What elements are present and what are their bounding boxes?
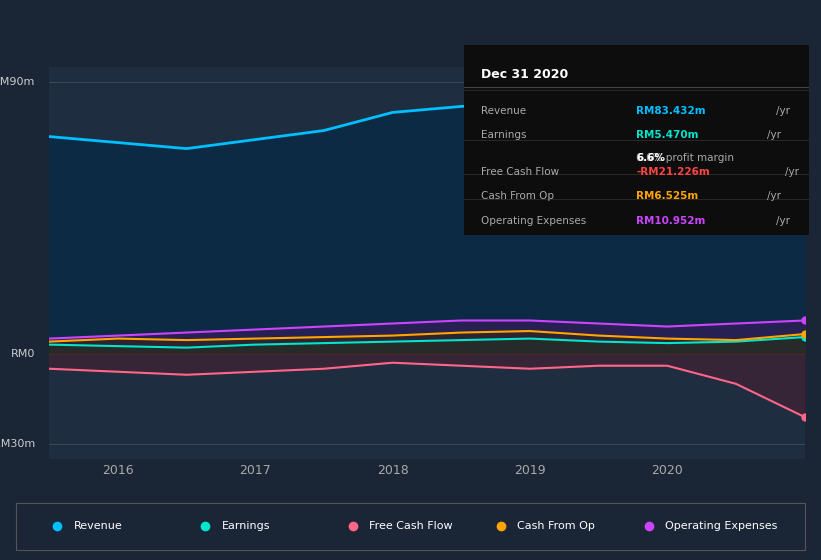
- Text: Free Cash Flow: Free Cash Flow: [481, 167, 559, 176]
- Text: /yr: /yr: [768, 192, 782, 202]
- Text: -RM21.226m: -RM21.226m: [636, 167, 710, 176]
- Text: RM90m: RM90m: [0, 77, 35, 87]
- Text: -RM30m: -RM30m: [0, 439, 35, 449]
- Text: Operating Expenses: Operating Expenses: [665, 521, 777, 531]
- Text: /yr: /yr: [785, 167, 799, 176]
- Text: Revenue: Revenue: [74, 521, 122, 531]
- Text: 6.6%: 6.6%: [636, 153, 665, 164]
- Text: Earnings: Earnings: [222, 521, 270, 531]
- Text: Cash From Op: Cash From Op: [481, 192, 554, 202]
- Text: Free Cash Flow: Free Cash Flow: [369, 521, 453, 531]
- Text: Operating Expenses: Operating Expenses: [481, 216, 586, 226]
- Text: Revenue: Revenue: [481, 106, 526, 116]
- Text: Earnings: Earnings: [481, 130, 526, 141]
- Text: RM10.952m: RM10.952m: [636, 216, 706, 226]
- Text: 6.6% profit margin: 6.6% profit margin: [636, 153, 734, 164]
- Text: /yr: /yr: [776, 106, 790, 116]
- Text: Cash From Op: Cash From Op: [517, 521, 595, 531]
- Text: Dec 31 2020: Dec 31 2020: [481, 68, 568, 81]
- Text: /yr: /yr: [768, 130, 782, 141]
- Text: RM83.432m: RM83.432m: [636, 106, 706, 116]
- Text: RM5.470m: RM5.470m: [636, 130, 699, 141]
- Text: RM0: RM0: [11, 349, 35, 358]
- Bar: [16, 503, 805, 550]
- Text: /yr: /yr: [776, 216, 790, 226]
- Text: RM6.525m: RM6.525m: [636, 192, 699, 202]
